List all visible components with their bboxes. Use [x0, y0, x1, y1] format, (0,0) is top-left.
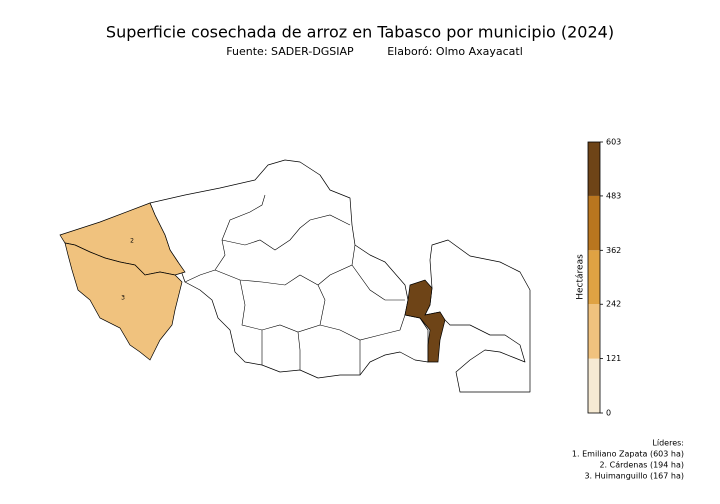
leader-item: 1. Emiliano Zapata (603 ha): [572, 450, 684, 459]
colorbar-tick-label: 603: [606, 138, 621, 147]
region: [64, 242, 183, 361]
leader-item: 3. Huimanguillo (167 ha): [584, 472, 684, 481]
border: [239, 279, 326, 333]
source: Fuente: SADER-DGSIAP: [226, 45, 354, 58]
colorbar-tick-label: 483: [606, 191, 621, 200]
leaders-title: Líderes:: [652, 439, 684, 448]
border: [261, 314, 406, 370]
data-regions: [59, 202, 446, 363]
colorbar-bin: [588, 142, 600, 196]
colorbar-tick-label: 242: [606, 300, 621, 309]
colorbar-label: Hectáreas: [576, 254, 586, 300]
municipality: [424, 239, 531, 393]
region: [404, 279, 446, 363]
border: [214, 244, 356, 286]
municipality: [149, 159, 429, 379]
colorbar-tick-label: 0: [606, 409, 611, 418]
colorbar-tick-label: 362: [606, 246, 621, 255]
region-label: 2: [130, 238, 134, 245]
colorbar-bin: [588, 250, 600, 305]
author: Elaboró: Olmo Axayacatl: [387, 45, 523, 58]
title: Superficie cosechada de arroz en Tabasco…: [106, 23, 614, 42]
region-label: 3: [121, 295, 125, 302]
colorbar-bin: [588, 358, 600, 413]
border: [221, 214, 351, 251]
colorbar-tick-label: 121: [606, 354, 621, 363]
colorbar: 0 121 242 362 483 603: [587, 138, 621, 418]
colorbar-bin: [588, 195, 600, 251]
colorbar-frame: [587, 141, 601, 414]
colorbar-bin: [588, 304, 600, 359]
municipalities: [149, 159, 531, 393]
border: [351, 264, 405, 375]
leader-item: 2. Cárdenas (194 ha): [599, 461, 684, 470]
